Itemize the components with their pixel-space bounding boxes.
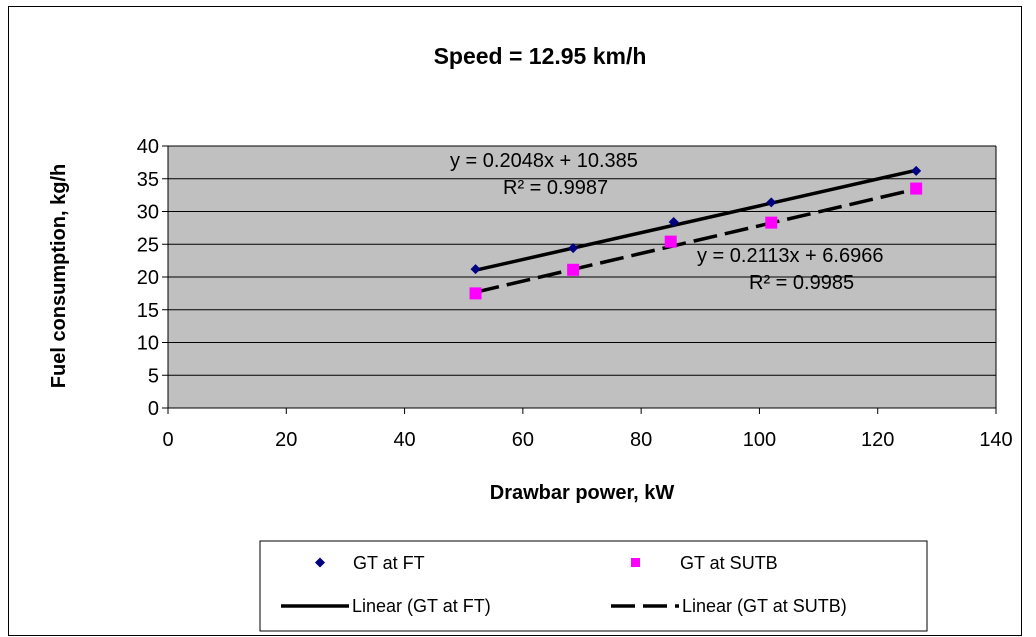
y-tick-label-35: 35 (137, 169, 159, 191)
legend-label-linear-ft: Linear (GT at FT) (352, 596, 491, 616)
legend-label-sutb: GT at SUTB (680, 553, 778, 573)
y-tick-label-20: 20 (137, 267, 159, 289)
x-axis-title: Drawbar power, kW (490, 482, 675, 504)
chart-title: Speed = 12.95 km/h (434, 43, 647, 69)
x-tick-label-0: 0 (162, 429, 173, 451)
y-tick-label-15: 15 (137, 300, 159, 322)
y-tick-label-40: 40 (137, 136, 159, 158)
trendline-ft-r2: R² = 0.9987 (503, 177, 608, 199)
point-ft-3 (668, 216, 679, 227)
point-ft-1 (470, 264, 481, 275)
point-ft-2 (568, 243, 579, 254)
trendline-sutb-r2: R² = 0.9985 (749, 272, 854, 294)
point-sutb-1 (469, 287, 482, 300)
legend: GT at FT GT at SUTB Linear (GT at FT) Li… (259, 540, 928, 632)
trendline-ft-equation: y = 0.2048x + 10.385 (450, 150, 638, 172)
point-sutb-3 (664, 235, 677, 248)
x-tick-label-120: 120 (861, 429, 894, 451)
x-tick-label-40: 40 (393, 429, 415, 451)
plot-area: 0 5 10 15 20 25 30 35 40 0 20 40 60 80 100 120 140 (137, 136, 1013, 451)
x-tick-label-140: 140 (979, 429, 1012, 451)
legend-box (259, 540, 928, 632)
y-tick-label-0: 0 (148, 398, 159, 420)
y-tick-label-10: 10 (137, 333, 159, 355)
point-sutb-5 (910, 182, 923, 195)
trendline-ft (475, 168, 917, 272)
x-tick-label-60: 60 (512, 429, 534, 451)
point-sutb-4 (765, 216, 778, 229)
legend-label-ft: GT at FT (353, 553, 425, 573)
y-tick-label-5: 5 (148, 365, 159, 387)
y-axis-title: Fuel consumption, kg/h (48, 164, 70, 388)
y-tick-label-25: 25 (137, 234, 159, 256)
x-tick-label-20: 20 (275, 429, 297, 451)
legend-label-linear-sutb: Linear (GT at SUTB) (682, 596, 847, 616)
legend-diamond-marker (315, 557, 325, 568)
y-tick-label-30: 30 (137, 202, 159, 224)
trendline-sutb (475, 187, 917, 294)
x-tick-label-100: 100 (743, 429, 776, 451)
x-tick-label-80: 80 (630, 429, 652, 451)
legend-square-marker (631, 558, 640, 567)
point-sutb-2 (567, 263, 580, 276)
point-ft-4 (766, 197, 777, 208)
trendline-sutb-equation: y = 0.2113x + 6.6966 (697, 245, 883, 267)
point-ft-5 (911, 165, 922, 176)
